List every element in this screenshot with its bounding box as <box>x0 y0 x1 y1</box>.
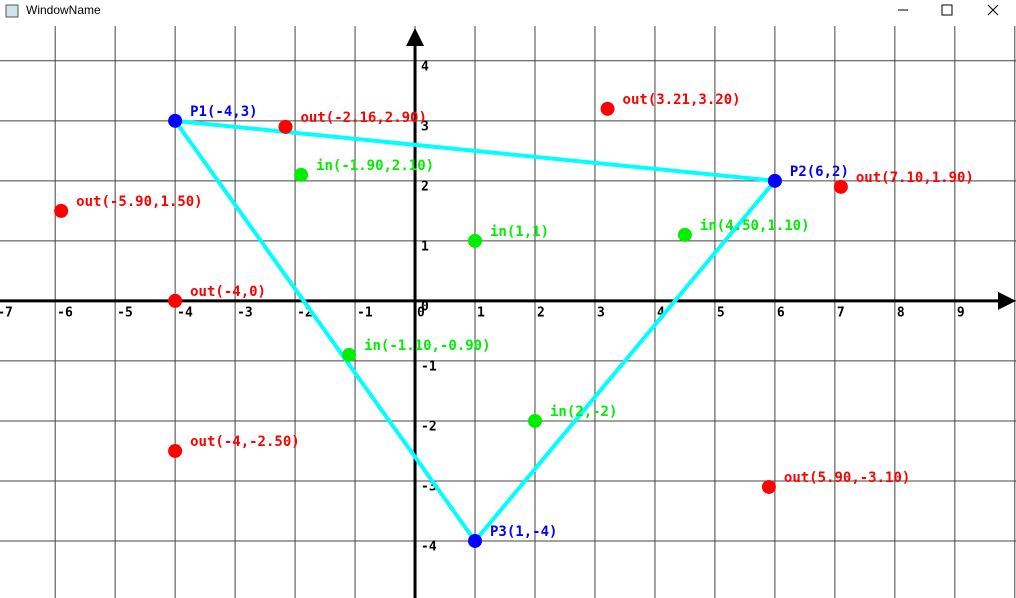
x-tick-label: 5 <box>717 305 725 320</box>
title-bar <box>0 0 1016 26</box>
point-label: in(4.50,1.10) <box>700 218 810 234</box>
x-tick-label: 6 <box>777 305 785 320</box>
y-tick-label: 0 <box>421 299 429 314</box>
point <box>600 101 615 116</box>
point-label: out(-4,0) <box>190 284 266 300</box>
y-tick-label: 1 <box>421 239 429 254</box>
plot: -7-6-5-4-3-2-1012345678910-4-3-2-101234P… <box>0 26 1016 598</box>
point <box>168 113 183 128</box>
x-tick-label: 1 <box>477 305 485 320</box>
point <box>677 227 692 242</box>
x-tick-label: 2 <box>537 305 545 320</box>
point <box>468 233 483 248</box>
triangle <box>170 118 779 545</box>
point-label: in(1,1) <box>490 224 549 240</box>
point <box>168 443 183 458</box>
window-title: WindowName <box>26 3 101 17</box>
x-tick-label: 4 <box>657 305 665 320</box>
x-tick-label: -7 <box>0 305 13 320</box>
point-label: out(-2.16,2.90) <box>300 110 426 126</box>
y-tick-label: 4 <box>421 59 429 74</box>
point <box>278 119 293 134</box>
point <box>168 293 183 308</box>
y-tick-label: -1 <box>421 359 437 374</box>
point <box>468 533 483 548</box>
point <box>294 167 309 182</box>
y-tick-label: 2 <box>421 179 429 194</box>
x-tick-label: -4 <box>177 305 193 320</box>
x-tick-label: 8 <box>897 305 905 320</box>
y-tick-label: -4 <box>421 539 437 554</box>
x-tick-label: 3 <box>597 305 605 320</box>
point-label: P3(1,-4) <box>490 524 557 540</box>
point <box>342 347 357 362</box>
x-tick-label: 7 <box>837 305 845 320</box>
x-axis-arrow <box>998 291 1016 310</box>
y-axis-arrow <box>406 28 425 46</box>
window-icon <box>5 4 19 18</box>
point <box>54 203 69 218</box>
point <box>761 479 776 494</box>
y-tick-label: -2 <box>421 419 437 434</box>
point <box>527 413 542 428</box>
point-label: P1(-4,3) <box>190 104 257 120</box>
x-tick-label: -6 <box>57 305 73 320</box>
point-label: out(3.21,3.20) <box>623 92 741 108</box>
x-tick-label: -1 <box>357 305 373 320</box>
point <box>833 179 848 194</box>
y-tick-label: 3 <box>421 119 429 134</box>
point-label: out(-4,-2.50) <box>190 434 300 450</box>
point-label: in(-1.90,2.10) <box>316 158 434 174</box>
maximize-button[interactable] <box>941 4 953 16</box>
x-tick-label: 0 <box>417 305 425 320</box>
x-tick-label: -5 <box>117 305 133 320</box>
point-label: in(-1.10,-0.90) <box>364 338 490 354</box>
point-label: P2(6,2) <box>790 164 849 180</box>
point-label: out(-5.90,1.50) <box>76 194 202 210</box>
point-label: in(2,-2) <box>550 404 617 420</box>
x-tick-label: 9 <box>957 305 965 320</box>
point-label: out(7.10,1.90) <box>856 170 974 186</box>
close-button[interactable] <box>987 4 999 16</box>
point <box>767 173 782 188</box>
x-tick-label: -3 <box>237 305 253 320</box>
point-label: out(5.90,-3.10) <box>784 470 910 486</box>
